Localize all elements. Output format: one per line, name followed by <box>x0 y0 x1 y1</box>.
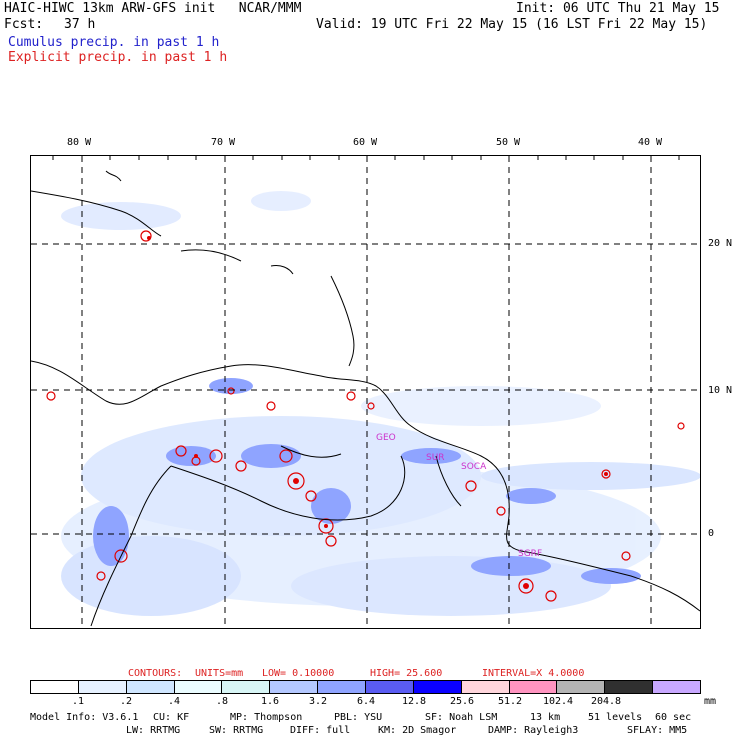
legend-label: 1.6 <box>260 696 280 707</box>
legend-swatch <box>31 681 79 693</box>
lon-label: 40 W <box>638 137 663 148</box>
place-label: SGRF <box>518 549 542 559</box>
footer-sf: SF: Noah LSM <box>425 712 498 723</box>
footer-sw: SW: RRTMG <box>209 725 264 736</box>
legend-label: 3.2 <box>308 696 328 707</box>
lon-label: 70 W <box>211 137 236 148</box>
axis-ticks <box>52 156 680 160</box>
legend-swatch <box>126 681 175 693</box>
legend-label: .8 <box>215 696 229 707</box>
color-scale-legend <box>30 680 701 694</box>
legend-label: 102.4 <box>542 696 574 707</box>
legend-swatch <box>222 681 271 693</box>
legend-swatch <box>174 681 223 693</box>
footer-resolution: 13 km <box>530 712 561 723</box>
footer-lw: LW: RRTMG <box>126 725 181 736</box>
legend-label: 204.8 <box>590 696 622 707</box>
cumulus-precip-field <box>61 191 701 616</box>
legend-swatch <box>461 681 510 693</box>
place-label: GEO <box>376 433 396 443</box>
explicit-precip-cores <box>147 236 608 589</box>
legend-label: .1 <box>71 696 85 707</box>
footer-pbl: PBL: YSU <box>334 712 383 723</box>
contours-interval: INTERVAL=X 4.0000 <box>482 668 585 679</box>
legend-label: 25.6 <box>449 696 475 707</box>
legend-swatch <box>318 681 367 693</box>
legend-swatch <box>557 681 606 693</box>
footer-timestep: 60 sec <box>655 712 692 723</box>
precip-map: GEO SUR SOCA SGRF <box>30 155 701 629</box>
legend-label: 12.8 <box>401 696 427 707</box>
place-label: SUR <box>426 453 445 463</box>
legend-swatch <box>270 681 319 693</box>
contours-units: UNITS=mm <box>195 668 244 679</box>
contours-label: CONTOURS: <box>128 668 183 679</box>
forecast-hours: 37 h <box>64 17 96 32</box>
footer-cu: CU: KF <box>153 712 190 723</box>
coastlines <box>30 170 701 627</box>
footer-diff: DIFF: full <box>290 725 351 736</box>
footer-km: KM: 2D Smagor <box>378 725 457 736</box>
init-time: Init: 06 UTC Thu 21 May 15 <box>516 1 720 16</box>
legend-unit: mm <box>704 696 717 707</box>
footer-mp: MP: Thompson <box>230 712 303 723</box>
footer-sflay: SFLAY: MM5 <box>627 725 688 736</box>
footer-model-info: Model Info: V3.6.1 <box>30 712 139 723</box>
legend-label: .4 <box>167 696 181 707</box>
explicit-legend: Explicit precip. in past 1 h <box>8 50 228 65</box>
legend-swatch <box>366 681 414 693</box>
legend-swatch <box>413 681 462 693</box>
explicit-precip-contours <box>46 230 685 602</box>
legend-swatch <box>653 681 701 693</box>
legend-label: 6.4 <box>356 696 376 707</box>
lat-label: 20 N <box>708 238 733 249</box>
valid-time: Valid: 19 UTC Fri 22 May 15 (16 LST Fri … <box>316 17 708 32</box>
lon-label: 50 W <box>496 137 521 148</box>
footer-levels: 51 levels <box>588 712 643 723</box>
lon-label: 80 W <box>67 137 92 148</box>
legend-swatch <box>605 681 654 693</box>
cumulus-legend: Cumulus precip. in past 1 h <box>8 35 220 50</box>
legend-label: 51.2 <box>497 696 523 707</box>
lat-label: 10 N <box>708 385 733 396</box>
legend-swatch <box>509 681 558 693</box>
model-title: HAIC-HIWC 13km ARW-GFS init NCAR/MMM <box>4 1 302 16</box>
footer-damp: DAMP: Rayleigh3 <box>488 725 579 736</box>
contours-low: LOW= 0.10000 <box>262 668 335 679</box>
cumulus-precip-cells <box>93 378 641 584</box>
lat-lon-grid <box>31 156 700 628</box>
legend-label: .2 <box>119 696 133 707</box>
lon-label: 60 W <box>353 137 378 148</box>
legend-swatch <box>78 681 127 693</box>
map-canvas: GEO SUR SOCA SGRF <box>30 156 701 628</box>
forecast-label: Fcst: <box>4 17 44 32</box>
contours-high: HIGH= 25.600 <box>370 668 443 679</box>
place-label: SOCA <box>461 462 487 472</box>
lat-label: 0 <box>708 528 715 539</box>
